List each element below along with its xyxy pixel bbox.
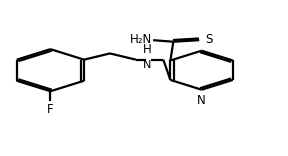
Text: H₂N: H₂N: [129, 33, 152, 46]
Text: N: N: [143, 60, 151, 70]
Text: N: N: [197, 94, 206, 107]
Text: S: S: [206, 33, 213, 46]
Text: H: H: [143, 43, 151, 56]
Text: F: F: [47, 103, 54, 116]
